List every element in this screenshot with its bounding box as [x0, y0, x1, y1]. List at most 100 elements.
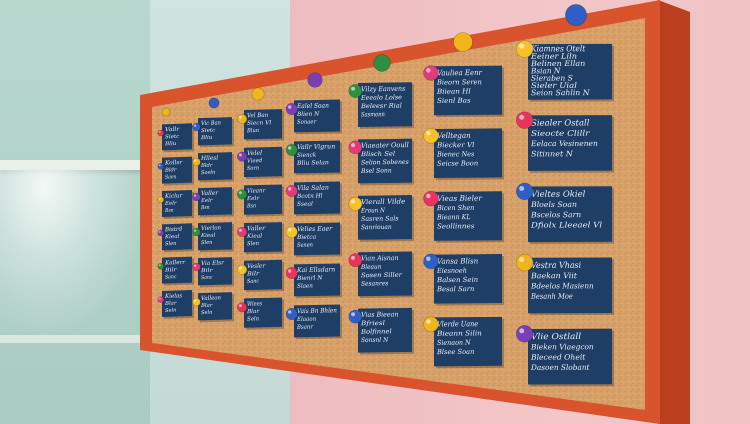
push-pin-icon: [157, 129, 165, 137]
pin-highlight: [351, 312, 356, 317]
card-background: [528, 257, 612, 314]
card-title: Vieltes Okiel: [531, 189, 586, 199]
card-line: Sseal: [297, 201, 313, 207]
pin-highlight: [288, 146, 292, 150]
card-background: [358, 82, 412, 127]
card-line: Sienl Bas: [437, 97, 471, 105]
pin-highlight: [351, 199, 356, 204]
card-line: Sosen Siller: [361, 272, 403, 280]
push-pin-icon: [285, 307, 298, 320]
card-title: Hllesl: [200, 156, 218, 163]
push-pin-icon: [515, 111, 534, 129]
card-line: Dfiolx Lleeael Vl: [530, 220, 603, 229]
card-background: [294, 99, 340, 133]
card-line: Sonsnl N: [361, 337, 389, 344]
push-pin-icon: [373, 54, 391, 72]
card-title: Kiamnes Otelt: [530, 43, 586, 53]
card-line: Slen: [201, 240, 212, 246]
push-pin-icon: [285, 226, 298, 239]
card-title: Siealer Ostall: [531, 117, 590, 127]
card-title: Vais Bn Bhlen: [297, 306, 337, 315]
card-line: Sanc: [247, 279, 259, 285]
card-line: Biiean Hl: [436, 87, 471, 95]
push-pin-icon: [285, 185, 298, 198]
card-line: Dasoen Slobant: [530, 363, 590, 372]
pin-highlight: [238, 228, 242, 232]
card-line: Bfriesl: [360, 320, 385, 327]
card-line: Bleaun: [360, 264, 381, 271]
push-pin-icon: [348, 84, 363, 98]
card-title: Vian Aisnan: [361, 254, 399, 263]
pin-highlight: [288, 228, 292, 232]
card-line: Beleesr Rial: [360, 102, 402, 110]
push-pin-icon: [192, 192, 201, 202]
pin-highlight: [426, 130, 431, 136]
card-background: [162, 289, 192, 318]
card-line: Slen: [165, 241, 176, 247]
card-title: Vierlon: [201, 225, 221, 232]
pin-highlight: [193, 194, 197, 197]
card-line: Bsn: [246, 203, 256, 209]
card-title: Kiclur: [164, 193, 183, 200]
card-title: Valleon: [201, 295, 221, 302]
card-background: [434, 191, 502, 241]
push-pin-icon: [236, 189, 248, 200]
card-line: Kieal: [200, 233, 216, 239]
card-line: Sanc: [165, 274, 177, 280]
card-line: Bilr: [164, 267, 177, 273]
card-line: Besal Sarn: [436, 285, 474, 293]
card-background: [162, 123, 192, 151]
card-title: Vestra Vhasi: [531, 260, 581, 270]
card-line: Sienaon N: [437, 339, 472, 347]
card-title: Viaeater Ooull: [361, 141, 409, 150]
push-pin-icon: [565, 4, 587, 26]
card-background: [198, 152, 232, 181]
card-line: Bsel Sonn: [360, 167, 392, 174]
card-line: Blisch Sel: [360, 151, 395, 158]
push-pin-icon: [307, 72, 323, 88]
card-background: [434, 65, 502, 116]
card-title: Vallr: [165, 127, 181, 134]
pin-highlight: [158, 264, 161, 267]
card-line: Baekan Viit: [530, 271, 578, 280]
card-background: [244, 297, 282, 328]
card-background: [528, 115, 612, 171]
pin-highlight: [426, 193, 431, 199]
push-pin-icon: [161, 107, 171, 117]
card-line: Vieed: [247, 158, 263, 164]
card-line: Sasren Sals: [361, 215, 399, 223]
card-title: Vlie Ostlall: [531, 331, 582, 341]
card-background: [244, 109, 282, 140]
card-line: Blar: [246, 309, 260, 315]
pin-highlight: [158, 297, 161, 300]
pin-highlight: [193, 124, 197, 127]
card-line: Eroun N: [360, 207, 385, 214]
card-line: Sietc: [165, 134, 179, 141]
card-background: [434, 316, 502, 367]
card-title: Kielas: [164, 293, 182, 300]
card-line: Bloels Soan: [530, 200, 577, 209]
card-line: Senen: [297, 242, 313, 248]
pin-highlight: [519, 185, 525, 191]
card-line: Bleceed Oheit: [530, 353, 586, 362]
push-pin-icon: [285, 103, 298, 116]
card-line: Sesanres: [361, 280, 388, 287]
card-background: [358, 307, 412, 353]
card-line: Eiesnoeh: [436, 267, 467, 275]
card-background: [198, 187, 232, 216]
card-background: [434, 254, 502, 304]
card-line: Bcotn Hl: [296, 193, 323, 200]
card-line: Sonaer: [297, 119, 317, 125]
